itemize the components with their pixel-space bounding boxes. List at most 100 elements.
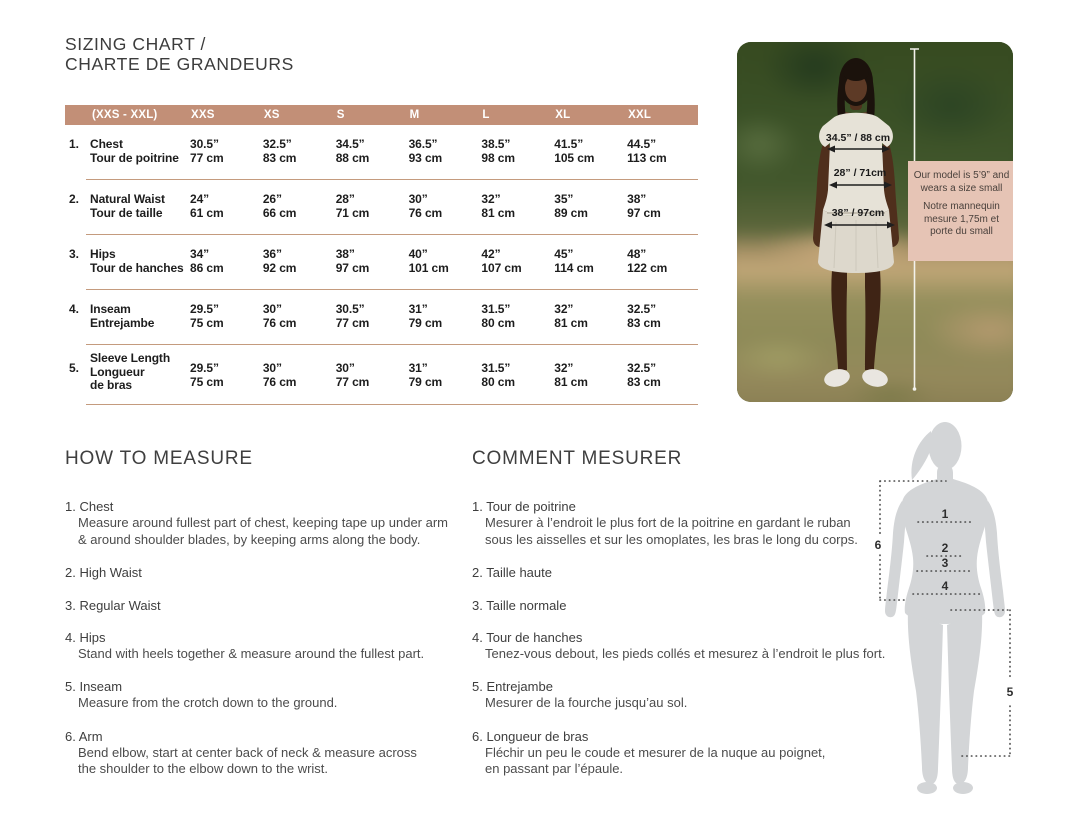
row-2-cell-s: 38” 97 cm — [334, 247, 407, 278]
row-1-m-in: 30” — [408, 192, 428, 206]
row-2-l-cm: 107 cm — [481, 260, 522, 275]
model-note-en: Our model is 5’9” and wears a size small — [913, 170, 1010, 194]
row-3-cell-xxs: 29.5” 75 cm — [188, 302, 261, 333]
row-2-cell-m: 40” 101 cm — [407, 247, 480, 278]
how-to-item-4-description: Measure from the crotch down to the grou… — [78, 695, 338, 711]
how-to-measure-list: 1. Chest Measure around fullest part of … — [65, 498, 465, 778]
row-1-cell-xxl: 38” 97 cm — [625, 192, 698, 223]
comment-mesurer-section: COMMENT MESURER 1. Tour de poitrine Mesu… — [472, 448, 890, 794]
diagram-label-hips: 4 — [942, 579, 949, 593]
row-4-s-cm: 77 cm — [335, 374, 370, 389]
row-2-cell-xxl: 48” 122 cm — [625, 247, 698, 278]
row-2-xxs-in: 34” — [190, 247, 210, 261]
row-1-label-fr: Tour de taille — [90, 205, 163, 220]
row-0-m-in: 36.5” — [408, 137, 438, 151]
row-2-m-cm: 101 cm — [408, 260, 449, 275]
how-to-item-0-title: 1. Chest — [65, 499, 114, 514]
row-2-xxl-cm: 122 cm — [627, 260, 668, 275]
row-3-cell-xs: 30” 76 cm — [261, 302, 334, 333]
mesurer-item-4-title: 5. Entrejambe — [472, 679, 553, 695]
row-3-xxs-cm: 75 cm — [190, 315, 224, 330]
row-2-s-cm: 97 cm — [335, 260, 370, 275]
chest-annotation-label: 34.5” / 88 cm — [826, 132, 890, 144]
row-4-number: 5. — [69, 361, 79, 375]
row-2-m-in: 40” — [408, 247, 428, 261]
how-to-item-4: 5. Inseam Measure from the crotch down t… — [65, 678, 465, 712]
table-row-3: 4. Inseam Entrejambe 29.5” 75 cm 30” 76 … — [65, 290, 698, 345]
page-title: SIZING CHART / CHARTE DE GRANDEURS — [65, 34, 294, 74]
row-1-xxs-in: 24” — [190, 192, 210, 206]
row-1-cell-s: 28” 71 cm — [334, 192, 407, 223]
row-4-xxs-in: 29.5” — [190, 361, 219, 375]
how-to-item-5-description: Bend elbow, start at center back of neck… — [78, 744, 417, 777]
size-table-header: (XXS - XXL) XXS XS S M L XL XXL — [65, 105, 698, 125]
row-2-xxs-cm: 86 cm — [190, 260, 224, 275]
mesurer-item-4-description: Mesurer de la fourche jusqu’au sol. — [485, 695, 688, 711]
how-to-item-2-title: 3. Regular Waist — [65, 597, 161, 613]
how-to-item-3-title: 4. Hips — [65, 630, 106, 646]
how-to-item-5: 6. Arm Bend elbow, start at center back … — [65, 728, 465, 779]
model-body — [813, 58, 899, 387]
row-2-s-in: 38” — [335, 247, 355, 261]
header-m: M — [409, 109, 420, 121]
row-3-xs-cm: 76 cm — [262, 315, 297, 330]
size-table-body: 1. Chest Tour de poitrine 30.5” 77 cm 32… — [65, 125, 698, 405]
row-3-xxl-cm: 83 cm — [627, 315, 661, 330]
mesurer-item-0: 1. Tour de poitrine Mesurer à l’endroit … — [472, 498, 890, 549]
silhouette-shape — [885, 422, 1005, 794]
body-silhouette: 1 2 3 4 5 6 — [875, 422, 1014, 794]
model-photo: 34.5” / 88 cm 28” / 71cm 38” / 97cm Our … — [737, 42, 1013, 402]
row-3-l-in: 31.5” — [481, 302, 511, 316]
row-0-cell-xxl: 44.5” 113 cm — [625, 137, 698, 168]
row-0-l-cm: 98 cm — [481, 150, 515, 165]
diagram-label-regular-waist: 3 — [942, 556, 949, 570]
model-figure: 34.5” / 88 cm 28” / 71cm 38” / 97cm — [813, 48, 919, 391]
row-3-cell-xl: 32” 81 cm — [552, 302, 625, 333]
row-1-cell-l: 32” 81 cm — [479, 192, 552, 223]
diagram-numbers: 1 2 3 4 5 6 — [875, 507, 1014, 699]
size-table: (XXS - XXL) XXS XS S M L XL XXL 1. Chest… — [65, 105, 698, 405]
how-to-item-3: 4. Hips Stand with heels together & meas… — [65, 629, 465, 663]
row-0-xxl-cm: 113 cm — [627, 150, 667, 165]
row-3-label-fr: Entrejambe — [90, 315, 155, 330]
row-0-number: 1. — [69, 137, 79, 151]
row-2-xs-in: 36” — [262, 247, 282, 261]
row-3-s-in: 30.5” — [335, 302, 365, 316]
row-4-m-cm: 79 cm — [408, 374, 443, 389]
header-xs: XS — [263, 109, 280, 121]
row-0-s-cm: 88 cm — [335, 150, 370, 165]
row-1-number: 2. — [69, 192, 79, 206]
row-0-xl-cm: 105 cm — [554, 150, 595, 165]
row-1-cell-xxs: 24” 61 cm — [188, 192, 261, 223]
row-0-xl-in: 41.5” — [554, 137, 584, 151]
mesurer-item-3-title: 4. Tour de hanches — [472, 630, 583, 646]
row-2-xs-cm: 92 cm — [262, 260, 297, 275]
row-4-xxs-cm: 75 cm — [190, 374, 224, 389]
row-1-l-cm: 81 cm — [481, 205, 515, 220]
row-0-xxs-in: 30.5” — [190, 137, 219, 151]
row-3-m-cm: 79 cm — [408, 315, 443, 330]
row-4-xl-cm: 81 cm — [554, 374, 588, 389]
comment-mesurer-list: 1. Tour de poitrine Mesurer à l’endroit … — [472, 498, 890, 778]
row-2-xxl-in: 48” — [627, 247, 647, 261]
mesurer-item-0-description: Mesurer à l’endroit le plus fort de la p… — [485, 515, 858, 547]
row-4-cell-xxs: 29.5” 75 cm — [188, 352, 261, 393]
row-4-xxl-in: 32.5” — [627, 361, 656, 375]
comment-mesurer-heading: COMMENT MESURER — [472, 448, 683, 469]
row-2-number: 3. — [69, 247, 79, 261]
row-2-cell-xs: 36” 92 cm — [261, 247, 334, 278]
header-s: S — [336, 109, 345, 121]
row-3-xxl-in: 32.5” — [627, 302, 656, 316]
row-3-label-en: Inseam — [90, 302, 131, 316]
row-2-cell-l: 42” 107 cm — [479, 247, 552, 278]
row-1-xs-in: 26” — [262, 192, 282, 206]
diagram-label-inseam: 5 — [1007, 685, 1014, 699]
header-range: (XXS - XXL) — [92, 109, 158, 121]
row-1-m-cm: 76 cm — [408, 205, 443, 220]
row-3-s-cm: 77 cm — [335, 315, 370, 330]
row-2-xl-cm: 114 cm — [554, 260, 594, 275]
row-0-xs-in: 32.5” — [262, 137, 292, 151]
row-1-label-en: Natural Waist — [90, 192, 165, 206]
row-4-cell-xxl: 32.5” 83 cm — [625, 352, 698, 393]
chest-annotation: 34.5” / 88 cm — [826, 132, 890, 153]
